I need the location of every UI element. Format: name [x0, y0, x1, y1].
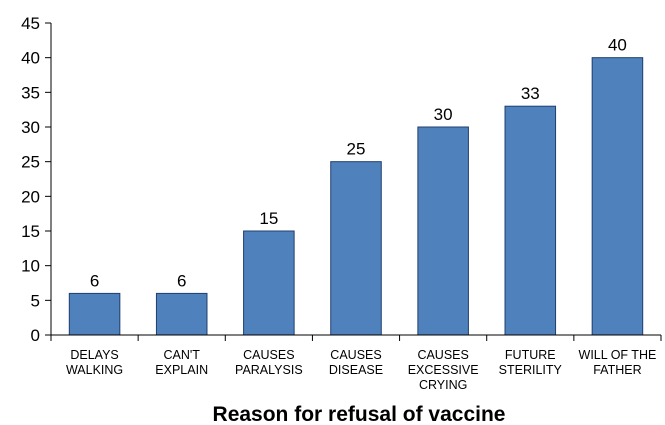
x-axis: DELAYS WALKING CAN'T EXPLAIN CAUSES PARALYSIS…: [50, 334, 662, 392]
bar: [591, 57, 644, 336]
y-tick-label: 40: [21, 49, 40, 68]
bar: [417, 126, 469, 336]
data-label: 30: [434, 105, 453, 124]
data-label: 6: [177, 271, 186, 290]
bar: [243, 230, 295, 336]
bar: [68, 292, 121, 336]
bar: [330, 161, 382, 336]
data-label: 25: [347, 140, 366, 159]
data-label: 40: [608, 36, 627, 55]
bars: 6 6 15 25 30 33 40: [68, 36, 644, 336]
x-tick-label: CAUSES DISEASE: [329, 348, 383, 377]
x-tick-label: DELAYS WALKING: [66, 348, 123, 377]
x-tick-label: CAUSES PARALYSIS: [235, 348, 303, 377]
y-tick-label: 10: [21, 257, 40, 276]
x-tick-label: WILL OF THE FATHER: [579, 348, 657, 377]
y-axis: 0 5 10 15 20 25 30 35 40 45: [21, 14, 52, 345]
y-tick-label: 35: [21, 83, 40, 102]
x-axis-title: Reason for refusal of vaccine: [213, 403, 506, 425]
data-label: 15: [259, 209, 278, 228]
y-tick-label: 5: [31, 291, 40, 310]
x-tick-label: FUTURE STERILITY: [499, 348, 563, 377]
data-label: 6: [90, 271, 99, 290]
y-tick-label: 20: [21, 187, 40, 206]
x-tick-label: CAUSES EXCESSIVE CRYING: [408, 348, 479, 392]
data-label: 33: [521, 84, 540, 103]
bar: [504, 105, 557, 336]
y-tick-label: 45: [21, 14, 40, 33]
x-tick-label: CAN'T EXPLAIN: [155, 348, 208, 377]
bar: [155, 292, 208, 336]
y-tick-label: 0: [31, 326, 40, 345]
y-tick-label: 15: [21, 222, 40, 241]
y-tick-label: 25: [21, 153, 40, 172]
y-tick-label: 30: [21, 118, 40, 137]
